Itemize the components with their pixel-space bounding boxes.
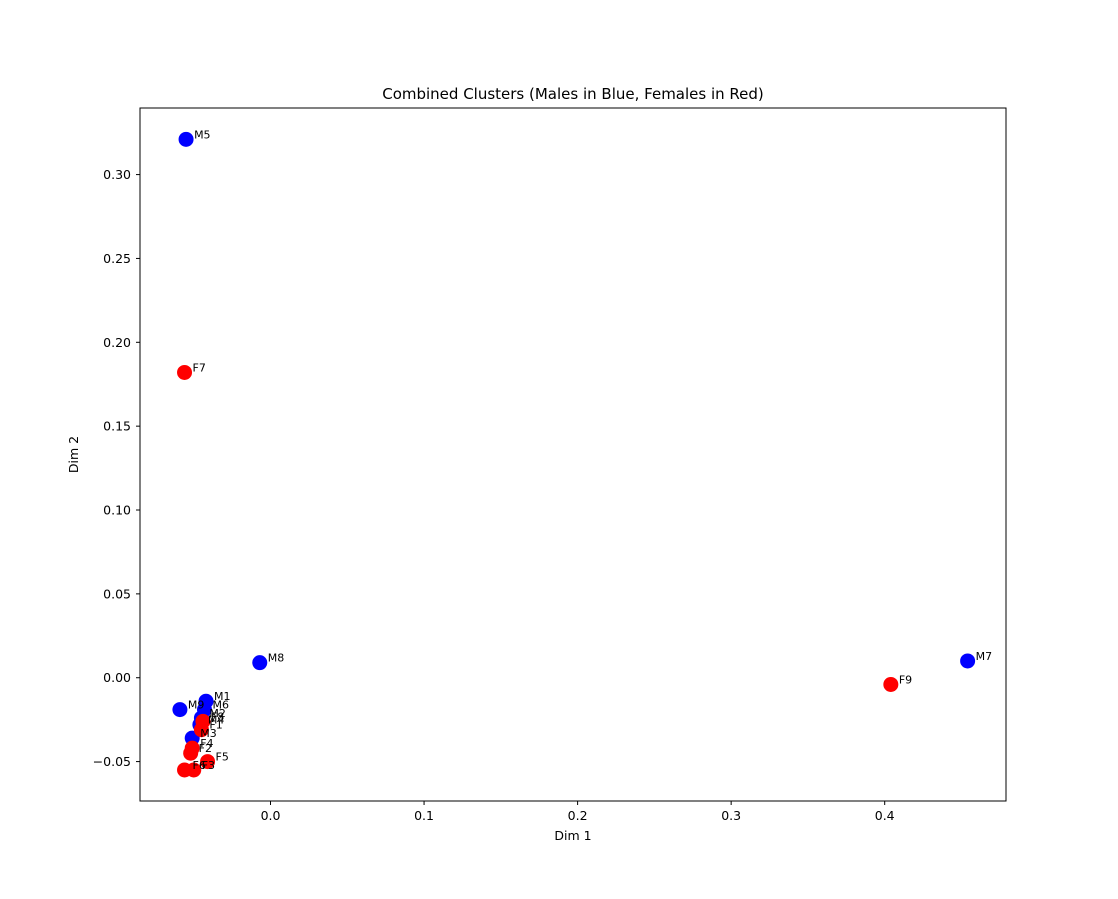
data-point bbox=[883, 676, 899, 692]
chart-title: Combined Clusters (Males in Blue, Female… bbox=[382, 85, 764, 103]
x-tick-label: 0.2 bbox=[568, 808, 588, 823]
data-point-label: M1 bbox=[214, 690, 231, 703]
data-point-label: M2 bbox=[209, 707, 226, 720]
data-point-label: F6 bbox=[193, 759, 206, 772]
data-point-label: F8 bbox=[211, 710, 224, 723]
y-tick-label: 0.05 bbox=[103, 586, 131, 601]
y-axis-ticks: −0.05 0.00 0.05 0.10 0.15 0.20 0.25 0.30 bbox=[93, 167, 140, 769]
data-point-label: M9 bbox=[188, 699, 205, 712]
data-point-label: F5 bbox=[216, 751, 229, 764]
data-point bbox=[183, 745, 199, 761]
data-point-label: M5 bbox=[194, 128, 211, 141]
y-tick-label: 0.15 bbox=[103, 419, 131, 434]
plot-area-frame bbox=[139, 107, 1007, 802]
y-tick-label: 0.00 bbox=[103, 670, 131, 685]
data-point bbox=[178, 131, 194, 147]
data-point bbox=[177, 364, 193, 380]
data-point-label: F4 bbox=[200, 737, 213, 750]
data-point bbox=[252, 655, 268, 671]
x-tick-label: 0.4 bbox=[875, 808, 895, 823]
data-point bbox=[177, 762, 193, 778]
y-tick-label: 0.25 bbox=[103, 251, 131, 266]
y-axis-label: Dim 2 bbox=[66, 436, 81, 473]
x-axis-label: Dim 1 bbox=[554, 828, 591, 843]
data-point-label: M8 bbox=[268, 652, 285, 665]
data-point-label: F1 bbox=[209, 719, 222, 732]
x-tick-label: 0.0 bbox=[261, 808, 281, 823]
data-point bbox=[200, 754, 216, 770]
y-tick-label: −0.05 bbox=[93, 754, 131, 769]
data-point-label: M4 bbox=[208, 714, 225, 727]
x-axis-ticks: 0.0 0.1 0.2 0.3 0.4 bbox=[261, 801, 895, 823]
x-tick-label: 0.1 bbox=[414, 808, 434, 823]
data-point-label: F3 bbox=[202, 759, 215, 772]
data-point bbox=[172, 702, 188, 718]
y-tick-label: 0.30 bbox=[103, 167, 131, 182]
data-point-label: M7 bbox=[976, 650, 993, 663]
y-tick-label: 0.20 bbox=[103, 335, 131, 350]
x-tick-label: 0.3 bbox=[721, 808, 741, 823]
data-point-label: F2 bbox=[199, 742, 212, 755]
data-points bbox=[172, 131, 976, 778]
data-point-label: M6 bbox=[212, 699, 229, 712]
data-point-label: F9 bbox=[899, 673, 912, 686]
data-point bbox=[960, 653, 976, 669]
data-point bbox=[193, 722, 209, 738]
data-point-label: M3 bbox=[200, 727, 217, 740]
y-tick-label: 0.10 bbox=[103, 503, 131, 518]
data-point-label: F7 bbox=[193, 361, 206, 374]
